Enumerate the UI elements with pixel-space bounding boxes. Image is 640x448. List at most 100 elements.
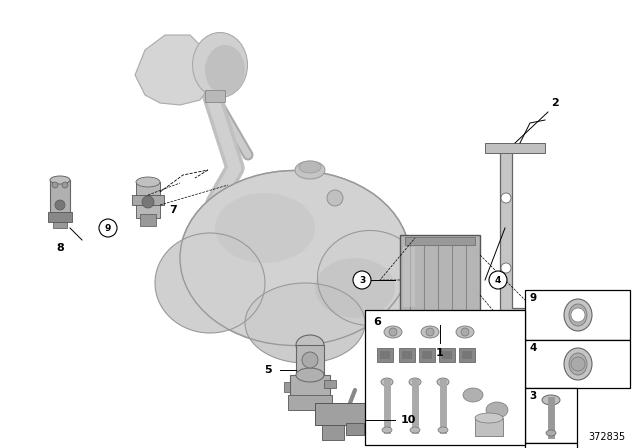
Circle shape (99, 219, 117, 237)
Text: 5: 5 (264, 365, 272, 375)
Ellipse shape (569, 304, 587, 326)
Bar (288, 395, 332, 410)
Ellipse shape (384, 326, 402, 338)
Bar (322, 425, 344, 440)
Circle shape (302, 352, 318, 368)
Text: 4: 4 (495, 276, 501, 284)
Ellipse shape (295, 161, 325, 179)
Ellipse shape (438, 427, 448, 433)
Bar (422, 351, 432, 359)
Bar (290, 375, 330, 400)
Polygon shape (135, 35, 215, 105)
Ellipse shape (542, 395, 560, 405)
Ellipse shape (569, 353, 587, 375)
Ellipse shape (437, 378, 449, 386)
Bar (525, 340, 630, 388)
Circle shape (353, 271, 371, 289)
Bar (525, 443, 577, 448)
Bar (419, 348, 435, 362)
Ellipse shape (564, 299, 592, 331)
Bar (400, 235, 480, 325)
Text: 3: 3 (359, 276, 365, 284)
Ellipse shape (486, 402, 508, 418)
Bar (315, 403, 365, 425)
Bar (296, 345, 324, 375)
Bar (459, 348, 475, 362)
Bar (405, 237, 475, 245)
Bar (284, 382, 290, 392)
Ellipse shape (50, 176, 70, 184)
Text: 8: 8 (56, 243, 64, 253)
Ellipse shape (296, 335, 324, 355)
Ellipse shape (456, 326, 474, 338)
Bar (53, 218, 67, 228)
Ellipse shape (296, 368, 324, 382)
Circle shape (52, 182, 58, 188)
Circle shape (389, 328, 397, 336)
Bar (140, 214, 156, 226)
Circle shape (62, 182, 68, 188)
Ellipse shape (205, 45, 245, 95)
Bar (399, 348, 415, 362)
Ellipse shape (215, 193, 315, 263)
Text: 4: 4 (529, 343, 537, 353)
Text: 2: 2 (551, 98, 559, 108)
Ellipse shape (136, 177, 160, 187)
Ellipse shape (546, 430, 556, 436)
Circle shape (501, 193, 511, 203)
Text: 7: 7 (169, 205, 177, 215)
Bar (50, 180, 70, 218)
Circle shape (501, 263, 511, 273)
Bar (324, 380, 336, 388)
Circle shape (489, 271, 507, 289)
Ellipse shape (155, 233, 265, 333)
Ellipse shape (564, 348, 592, 380)
Text: 9: 9 (105, 224, 111, 233)
Bar (525, 388, 577, 443)
Ellipse shape (317, 231, 422, 326)
Bar (525, 290, 630, 340)
Ellipse shape (475, 413, 503, 423)
Text: 10: 10 (400, 415, 416, 425)
Ellipse shape (382, 427, 392, 433)
Bar (475, 418, 503, 436)
Ellipse shape (410, 427, 420, 433)
Ellipse shape (193, 33, 248, 98)
Circle shape (327, 190, 343, 206)
Circle shape (426, 328, 434, 336)
Bar (377, 348, 393, 362)
Polygon shape (500, 148, 540, 320)
Circle shape (142, 196, 154, 208)
Text: 6: 6 (373, 317, 381, 327)
Text: 1: 1 (436, 348, 444, 358)
Bar (365, 310, 525, 445)
Bar (136, 182, 160, 218)
Bar (380, 351, 390, 359)
Bar (442, 351, 452, 359)
Ellipse shape (299, 161, 321, 173)
Ellipse shape (381, 378, 393, 386)
Bar (346, 423, 364, 435)
Bar (132, 195, 164, 205)
Bar (462, 351, 472, 359)
Bar (485, 143, 545, 153)
Bar (405, 315, 475, 323)
Ellipse shape (421, 326, 439, 338)
Bar (403, 247, 415, 307)
Text: 9: 9 (529, 293, 536, 303)
Ellipse shape (245, 283, 365, 363)
Ellipse shape (409, 378, 421, 386)
Circle shape (461, 328, 469, 336)
Text: 3: 3 (529, 391, 536, 401)
Ellipse shape (463, 388, 483, 402)
Circle shape (571, 308, 585, 322)
Bar (402, 351, 412, 359)
Ellipse shape (315, 258, 395, 318)
Circle shape (55, 200, 65, 210)
Bar (205, 90, 225, 102)
Text: 372835: 372835 (588, 432, 625, 442)
Ellipse shape (180, 171, 410, 345)
Circle shape (571, 357, 585, 371)
Bar (439, 348, 455, 362)
Bar (48, 212, 72, 222)
